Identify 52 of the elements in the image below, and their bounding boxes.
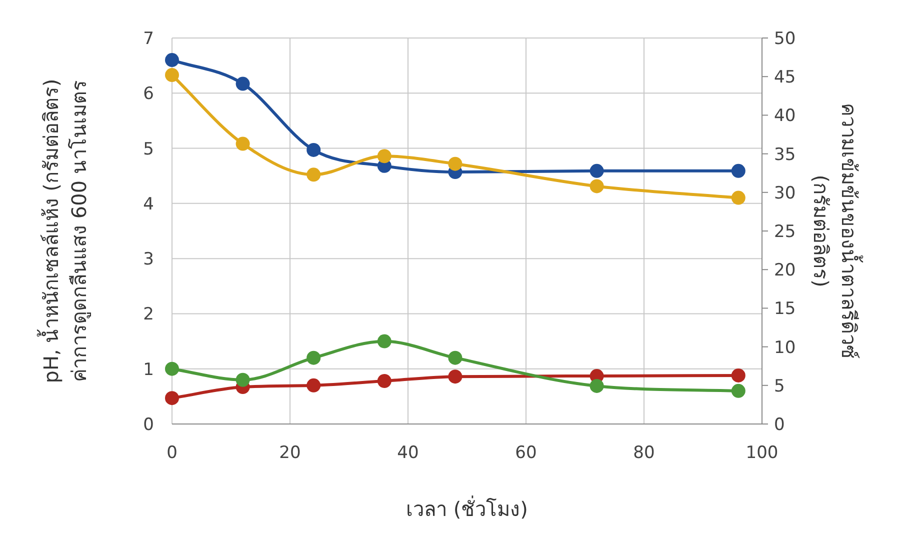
- point: [590, 378, 604, 393]
- point: [731, 164, 746, 178]
- point: [448, 370, 462, 384]
- point: [731, 190, 746, 205]
- y2-tick-label: 10: [774, 338, 796, 358]
- point: [306, 168, 321, 182]
- y-tick-label: 2: [143, 304, 154, 325]
- y-tick-label: 1: [143, 360, 154, 380]
- x-tick-label: 40: [397, 443, 419, 463]
- point: [590, 179, 604, 194]
- y2-tick-label: 35: [774, 144, 796, 165]
- point: [236, 372, 250, 387]
- x-tick-label: 60: [515, 443, 537, 463]
- y2-tick-label: 25: [774, 222, 796, 242]
- point: [306, 350, 321, 365]
- point: [165, 53, 179, 68]
- y2-tick-label: 20: [774, 260, 796, 281]
- y-tick-label: 7: [143, 29, 154, 49]
- y-tick-label: 3: [143, 250, 154, 270]
- point: [165, 391, 179, 406]
- point: [731, 368, 746, 382]
- x-tick-label: 80: [633, 443, 655, 463]
- y2-tick-label: 45: [774, 68, 796, 88]
- point: [236, 136, 250, 151]
- point: [377, 149, 392, 164]
- point: [448, 156, 462, 171]
- point: [590, 164, 604, 178]
- y2-axis-title: ความเข้มข้นของน้ำตาลรีดิวซ์ (กรัมต่อลิตร): [809, 103, 863, 359]
- point: [306, 378, 321, 392]
- point: [377, 334, 392, 348]
- y2-tick-label: 15: [774, 299, 796, 320]
- x-tick-label: 0: [166, 443, 178, 463]
- y-axis-title: pH, น้ำหนักเซลล์แห้ง (กรัมต่อลิตร) ค่าการดูดกลืนแสง 600 นาโนเมตร: [37, 78, 92, 384]
- y2-tick-label: 50: [774, 29, 796, 49]
- x-axis-title: เวลา (ชั่วโมง): [406, 495, 528, 521]
- point: [306, 142, 321, 157]
- point: [731, 384, 746, 398]
- y2-tick-label: 30: [774, 183, 796, 204]
- point: [448, 350, 462, 365]
- x-tick-label: 100: [746, 443, 778, 463]
- point: [165, 68, 179, 82]
- y-tick-label: 0: [143, 415, 154, 435]
- point: [236, 76, 250, 91]
- y2-tick-label: 40: [774, 106, 796, 126]
- y2-tick-label: 0: [774, 415, 785, 435]
- point: [165, 362, 179, 376]
- x-tick-label: 20: [279, 443, 301, 463]
- y-tick-label: 5: [143, 139, 154, 160]
- point: [377, 374, 392, 388]
- y-tick-label: 4: [143, 194, 154, 214]
- y-tick-label: 6: [143, 84, 154, 104]
- y2-tick-label: 5: [774, 376, 785, 396]
